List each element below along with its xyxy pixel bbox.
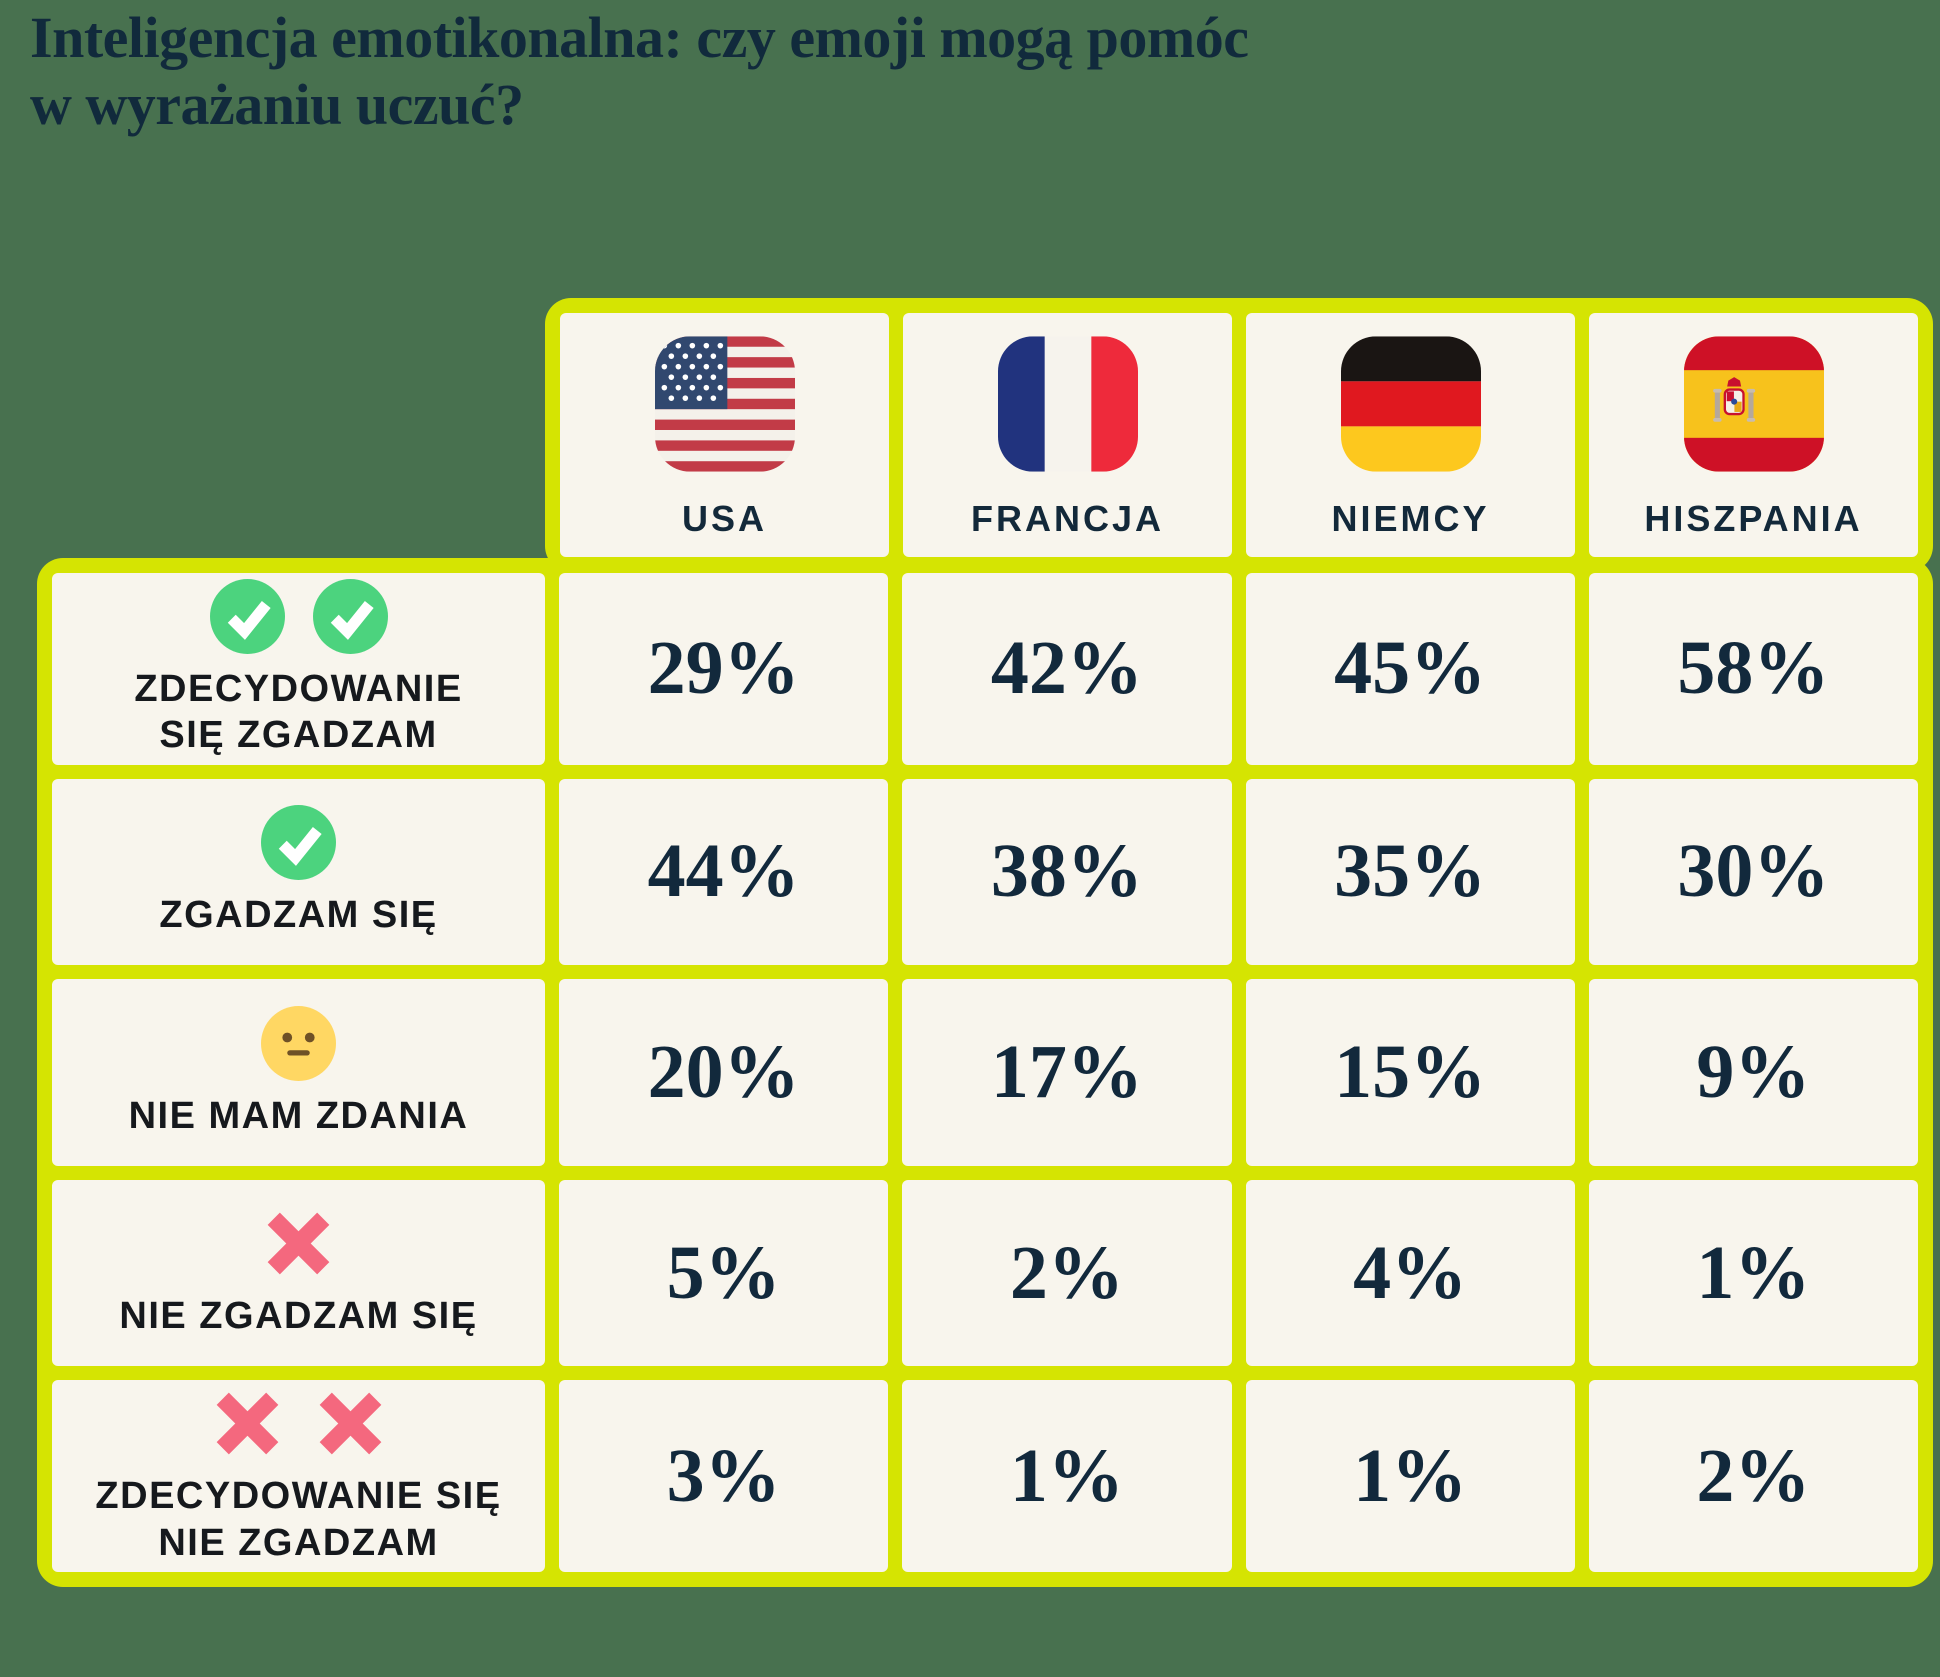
percentage-value: 35%: [1334, 829, 1487, 914]
flag-germany-icon: [1341, 336, 1481, 472]
column-header-niemcy: NIEMCY: [1246, 313, 1575, 557]
percentage-value: 30%: [1677, 829, 1830, 914]
cross-mark-icon: [313, 1386, 388, 1461]
percentage-value: 38%: [990, 829, 1143, 914]
percentage-value: 29%: [647, 626, 800, 711]
flag-spain-icon: [1684, 336, 1824, 472]
row-icons: [261, 1206, 336, 1281]
row-label: NIE ZGADZAM SIĘ: [119, 1293, 477, 1339]
value-cell: 35%: [1245, 778, 1575, 966]
column-label: NIEMCY: [1331, 498, 1490, 539]
page-title-line-1: Inteligencja emotikonalna: czy emoji mog…: [30, 5, 1249, 70]
row-label-disagree: NIE ZGADZAM SIĘ: [52, 1179, 545, 1367]
percentage-value: 2%: [1696, 1433, 1811, 1518]
response-table: ZDECYDOWANIE SIĘ ZGADZAM 29% 42% 45% 58%…: [37, 558, 1933, 1587]
row-label: ZDECYDOWANIE SIĘ ZGADZAM: [134, 666, 462, 759]
row-label-line: NIE ZGADZAM: [158, 1521, 439, 1564]
neutral-face-icon: [261, 1005, 336, 1081]
cross-mark-icon: [261, 1206, 336, 1281]
column-header-hiszpania: HISZPANIA: [1589, 313, 1918, 557]
page-title-line-2: w wyrażaniu uczuć?: [30, 72, 524, 138]
value-cell: 15%: [1245, 979, 1575, 1166]
flag-france-icon: [998, 336, 1138, 472]
percentage-value: 15%: [1334, 1029, 1487, 1114]
value-cell: 30%: [1588, 778, 1918, 966]
value-cell: 45%: [1245, 573, 1575, 765]
cross-mark-icon: [210, 1386, 285, 1461]
value-cell: 38%: [902, 778, 1232, 966]
percentage-value: 9%: [1696, 1029, 1811, 1114]
value-cell: 1%: [902, 1380, 1232, 1572]
value-cell: 3%: [559, 1380, 889, 1572]
row-icons: [261, 1005, 336, 1081]
row-label-line: ZGADZAM SIĘ: [159, 894, 438, 937]
row-label: ZGADZAM SIĘ: [159, 892, 437, 938]
check-circle-icon: [210, 579, 285, 654]
row-label-line: ZDECYDOWANIE: [134, 668, 463, 710]
percentage-value: 4%: [1353, 1230, 1468, 1315]
row-label-agree: ZGADZAM SIĘ: [52, 778, 545, 966]
column-label: HISZPANIA: [1644, 498, 1863, 539]
row-label: ZDECYDOWANIE SIĘ NIE ZGADZAM: [95, 1473, 501, 1566]
value-cell: 17%: [902, 979, 1232, 1166]
value-cell: 58%: [1588, 573, 1918, 765]
row-label: NIE MAM ZDANIA: [129, 1093, 469, 1139]
value-cell: 5%: [559, 1179, 889, 1367]
row-label-line: NIE MAM ZDANIA: [128, 1094, 469, 1137]
value-cell: 9%: [1588, 979, 1918, 1166]
column-header-francja: FRANCJA: [903, 313, 1232, 557]
row-icons: [210, 1386, 388, 1461]
row-label-line: SIĘ ZGADZAM: [159, 714, 438, 757]
percentage-value: 2%: [1009, 1230, 1124, 1315]
value-cell: 42%: [902, 573, 1232, 765]
row-label-line: ZDECYDOWANIE SIĘ: [95, 1475, 502, 1518]
percentage-value: 1%: [1696, 1230, 1811, 1315]
row-label-strongly-agree: ZDECYDOWANIE SIĘ ZGADZAM: [52, 573, 545, 765]
percentage-value: 1%: [1009, 1433, 1124, 1518]
value-cell: 44%: [559, 778, 889, 966]
value-cell: 20%: [559, 979, 889, 1166]
value-cell: 1%: [1245, 1380, 1575, 1572]
value-cell: 4%: [1245, 1179, 1575, 1367]
percentage-value: 20%: [647, 1029, 800, 1114]
percentage-value: 58%: [1677, 626, 1830, 711]
column-label: FRANCJA: [970, 498, 1164, 539]
flag-usa-icon: [655, 336, 795, 472]
percentage-value: 5%: [666, 1230, 781, 1315]
percentage-value: 1%: [1353, 1433, 1468, 1518]
check-circle-icon: [313, 579, 388, 654]
percentage-value: 42%: [990, 626, 1143, 711]
column-header-usa: USA: [560, 313, 889, 557]
column-label: USA: [681, 498, 767, 539]
percentage-value: 45%: [1334, 626, 1487, 711]
check-circle-icon: [261, 805, 336, 880]
row-icons: [210, 579, 388, 654]
country-header-table: USA FRANCJA NIEMCY HISZPANIA: [545, 298, 1933, 572]
value-cell: 2%: [902, 1179, 1232, 1367]
row-label-no-opinion: NIE MAM ZDANIA: [52, 979, 545, 1166]
row-label-strongly-disagree: ZDECYDOWANIE SIĘ NIE ZGADZAM: [52, 1380, 545, 1572]
row-label-line: NIE ZGADZAM SIĘ: [119, 1295, 478, 1338]
percentage-value: 44%: [647, 829, 800, 914]
row-icons: [261, 805, 336, 880]
page-title: Inteligencja emotikonalna: czy emoji mog…: [30, 4, 1249, 139]
value-cell: 2%: [1588, 1380, 1918, 1572]
percentage-value: 3%: [666, 1433, 781, 1518]
percentage-value: 17%: [990, 1029, 1143, 1114]
value-cell: 1%: [1588, 1179, 1918, 1367]
value-cell: 29%: [559, 573, 889, 765]
